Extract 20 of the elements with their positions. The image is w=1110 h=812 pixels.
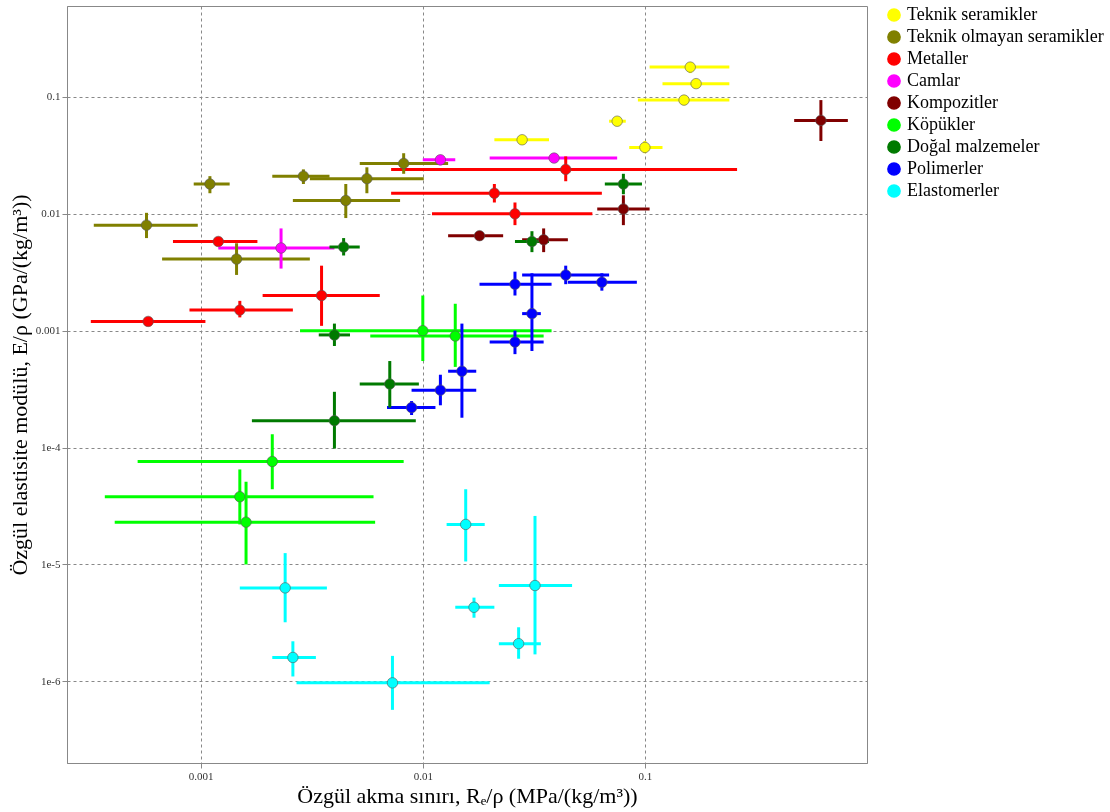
y-tick-label: 1e-5: [40, 557, 61, 570]
y-tick-label: 0.001: [35, 324, 61, 337]
y-tick-label: 0.01: [41, 207, 61, 220]
legend-label: Polimerler: [907, 158, 983, 178]
x-tick-label: 0.001: [188, 769, 214, 782]
legend-label: Metaller: [907, 48, 968, 68]
y-tick-label: 1e-4: [40, 441, 61, 454]
y-tick-label: 1e-6: [40, 674, 61, 687]
x-tick-label: 0.1: [638, 769, 653, 782]
legend-label: Teknik seramikler: [907, 4, 1038, 24]
x-axis-title: Özgül akma sınırı, Rₑ/ρ (MPa/(kg/m³)): [297, 782, 638, 808]
x-tick-label: 0.01: [413, 769, 433, 782]
y-axis-title: Özgül elastisite modülü, E/ρ (GPa/(kg/m³)): [6, 194, 32, 576]
legend-label: Elastomerler: [907, 180, 999, 200]
legend-label: Teknik olmayan seramikler: [907, 26, 1104, 46]
legend-label: Doğal malzemeler: [907, 136, 1040, 156]
legend-label: Köpükler: [907, 114, 975, 134]
legend-label: Kompozitler: [907, 92, 998, 112]
y-tick-label: 0.1: [46, 90, 61, 103]
legend-label: Camlar: [907, 70, 960, 90]
